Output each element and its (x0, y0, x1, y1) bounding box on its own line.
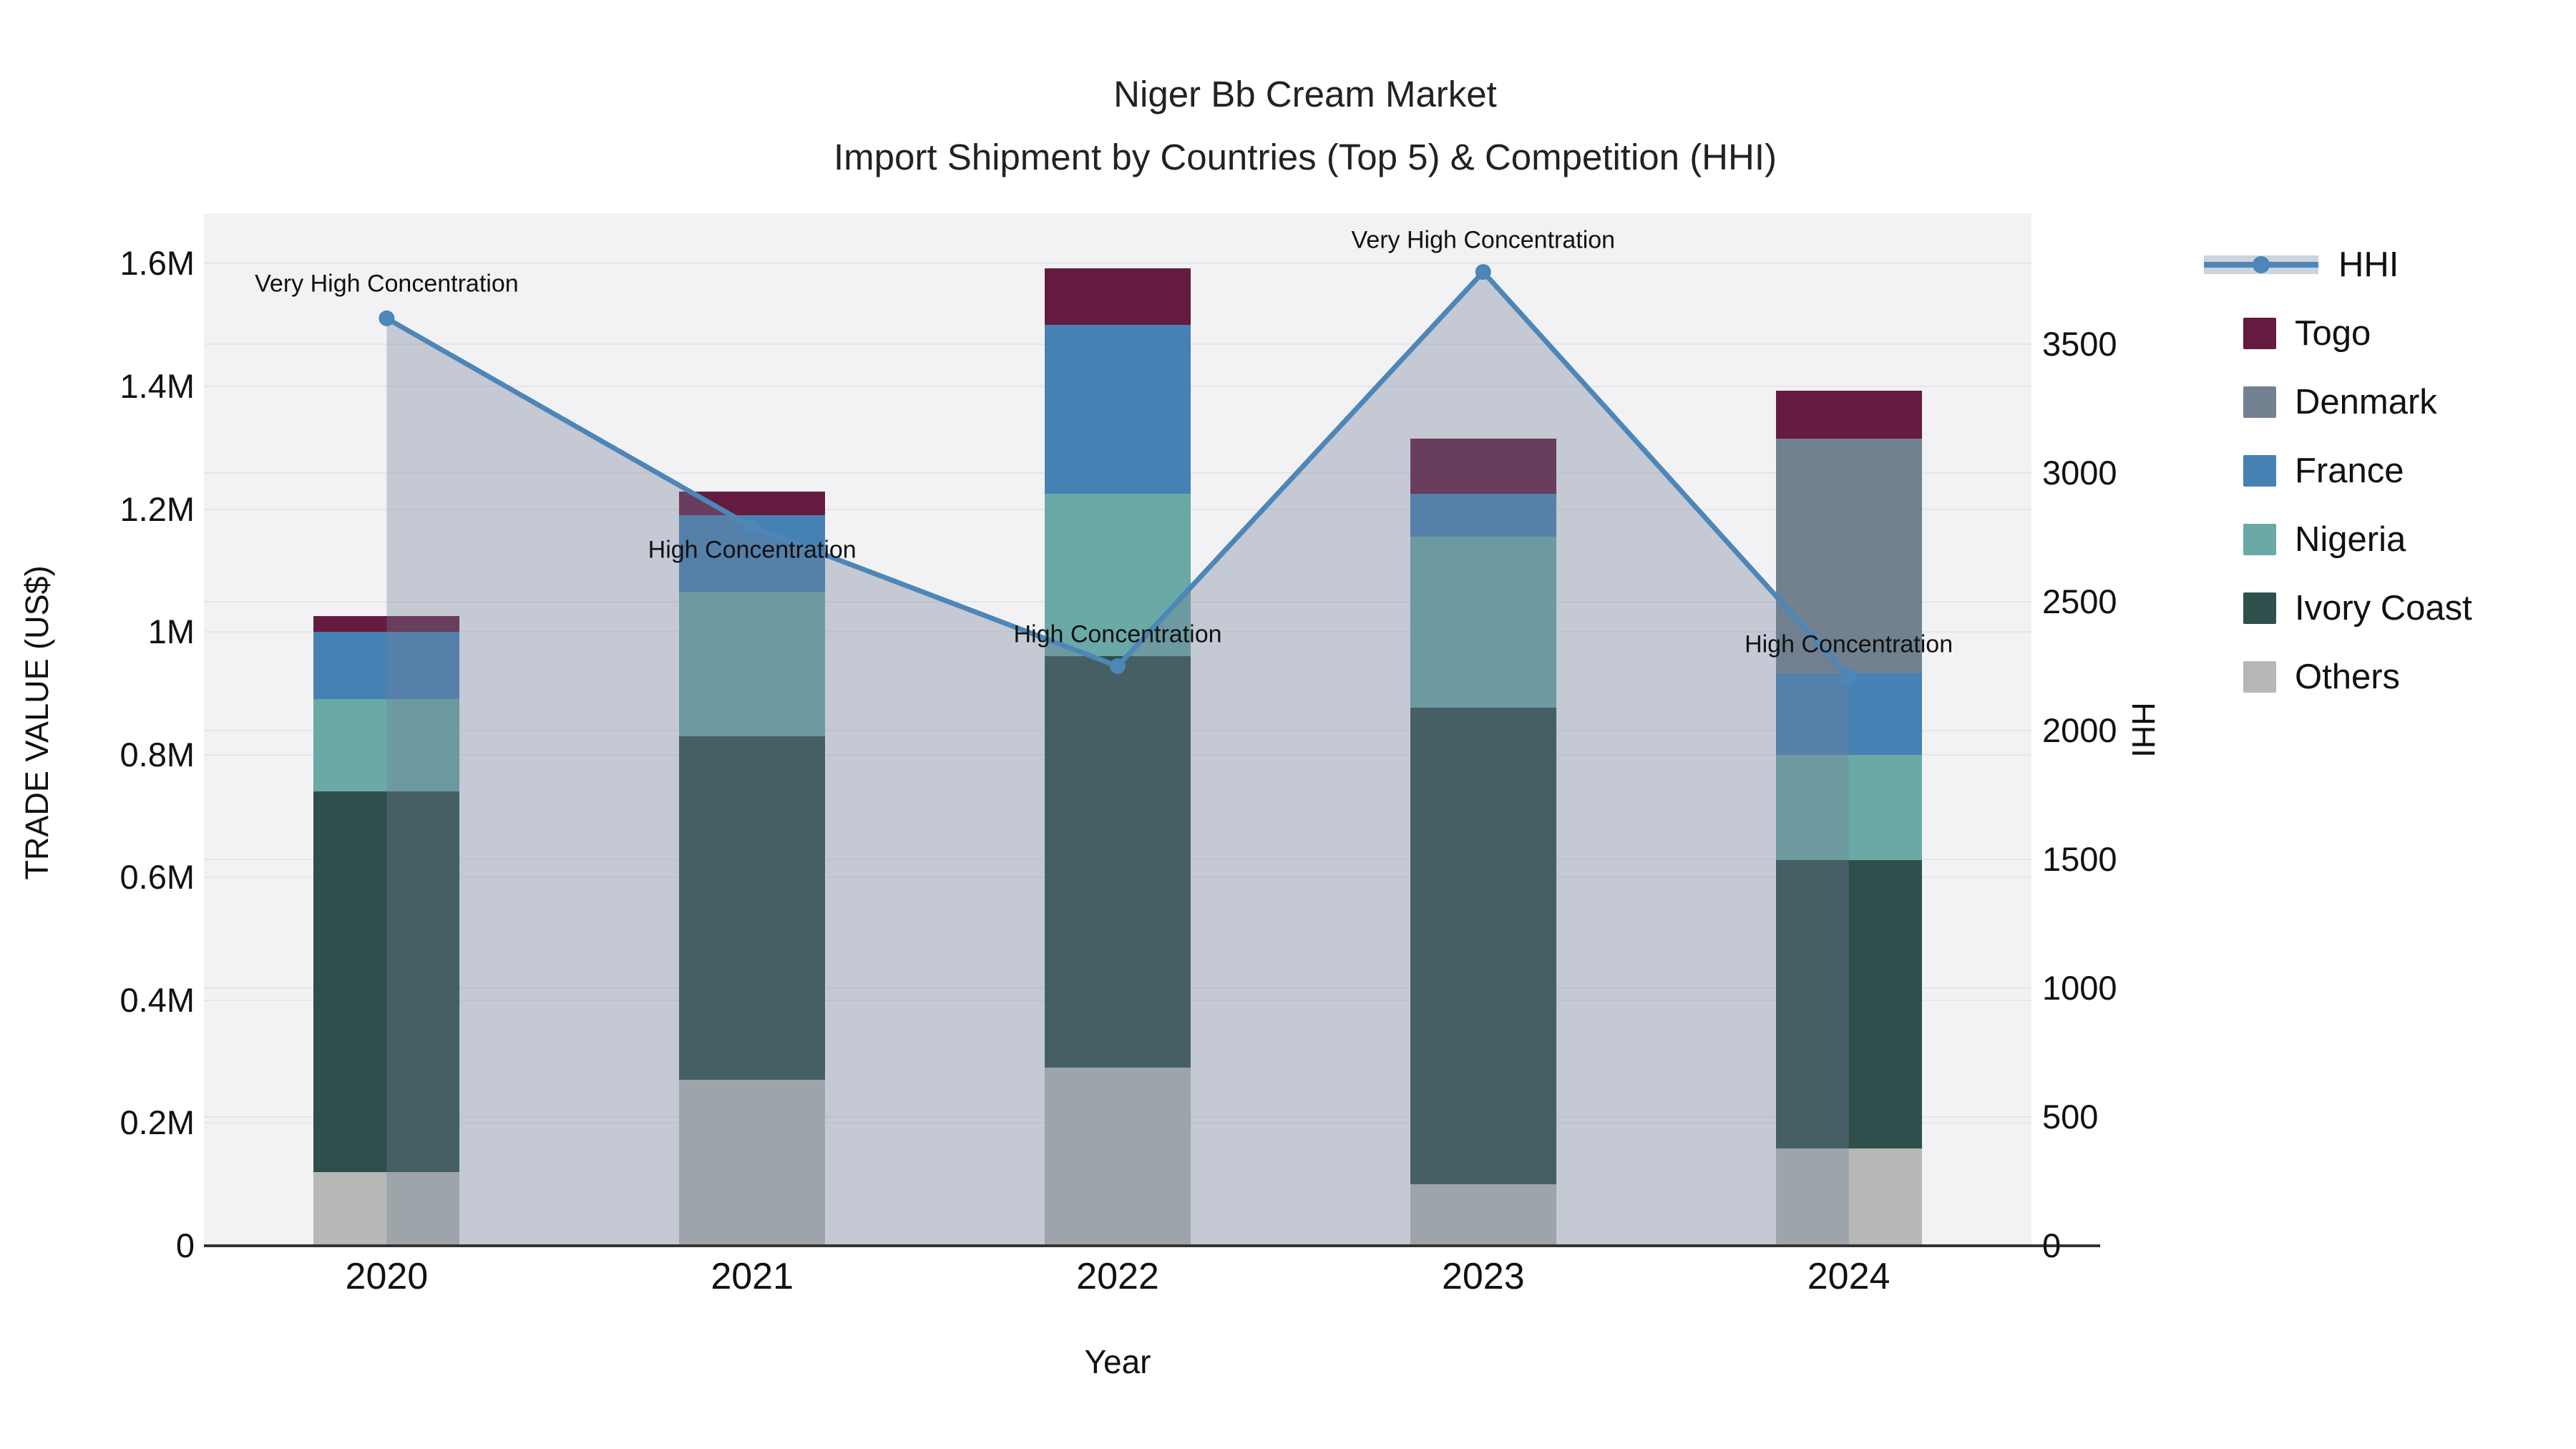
legend-swatch-togo-icon (2243, 318, 2276, 349)
legend-label: Ivory Coast (2295, 589, 2472, 628)
bar-segment-others-2022[interactable] (1045, 1068, 1191, 1246)
legend-item-nigeria[interactable]: Nigeria (2204, 505, 2406, 574)
bar-segment-togo-2021[interactable] (679, 492, 826, 516)
hhi-marker-2021[interactable] (744, 519, 761, 535)
chart-title-line1: Niger Bb Cream Market (1113, 74, 1497, 114)
hhi-legend-sample-icon (2204, 255, 2318, 274)
gridline (204, 263, 2031, 265)
annotation-2022: High Concentration (1013, 620, 1222, 648)
bar-segment-togo-2023[interactable] (1410, 438, 1556, 494)
bar-segment-denmark-2024[interactable] (1775, 438, 1922, 674)
legend-label: Others (2295, 658, 2401, 696)
legend-label: HHI (2338, 245, 2399, 284)
bar-segment-france-2022[interactable] (1045, 325, 1191, 494)
annotation-2021: High Concentration (648, 536, 857, 564)
right-tick-label-1500: 1500 (2042, 839, 2117, 878)
right-tick-label-1000: 1000 (2042, 968, 2117, 1007)
bar-segment-nigeria-2023[interactable] (1410, 537, 1556, 708)
right-tick-label-0: 0 (2042, 1226, 2062, 1264)
bar-segment-togo-2022[interactable] (1045, 268, 1191, 326)
x-tick-label-2024: 2024 (1807, 1256, 1890, 1297)
legend-swatch-denmark-icon (2243, 386, 2276, 418)
legend-label: Nigeria (2295, 520, 2406, 559)
legend-item-others[interactable]: Others (2204, 643, 2400, 711)
bar-segment-france-2024[interactable] (1775, 673, 1922, 755)
right-tick-label-500: 500 (2042, 1097, 2099, 1136)
left-tick-label-1.4M: 1.4M (119, 366, 195, 405)
legend-swatch-france-icon (2243, 455, 2276, 487)
x-tick-label-2023: 2023 (1441, 1256, 1525, 1297)
left-tick-label-0.2M: 0.2M (119, 1103, 195, 1142)
right-axis-ticks: 0 500 1000 1500 2000 2500 3000 3500 (2042, 213, 2257, 1263)
legend-label: Denmark (2295, 383, 2437, 421)
left-tick-label-0.6M: 0.6M (119, 858, 195, 897)
left-tick-label-0.8M: 0.8M (119, 735, 195, 774)
bar-segment-others-2020[interactable] (313, 1172, 460, 1246)
bar-segment-nigeria-2022[interactable] (1045, 494, 1191, 657)
left-tick-label-1.2M: 1.2M (119, 489, 195, 528)
left-tick-label-0.4M: 0.4M (119, 980, 195, 1019)
x-tick-label-2021: 2021 (711, 1256, 794, 1297)
left-tick-label-1.6M: 1.6M (119, 244, 195, 283)
legend-item-togo[interactable]: Togo (2204, 299, 2371, 368)
legend-item-france[interactable]: France (2204, 436, 2404, 505)
bar-segment-ivory_coast-2022[interactable] (1045, 656, 1191, 1068)
hhi-marker-2023[interactable] (1475, 264, 1491, 280)
bar-segment-nigeria-2024[interactable] (1775, 754, 1922, 861)
left-axis-ticks: 0 0.2M 0.4M 0.6M 0.8M 1M 1.2M 1.4M 1.6M (0, 213, 195, 1264)
legend-item-ivory-coast[interactable]: Ivory Coast (2204, 574, 2472, 643)
legend-swatch-nigeria-icon (2243, 524, 2276, 555)
bar-segment-ivory_coast-2021[interactable] (679, 736, 826, 1080)
right-tick-label-3000: 3000 (2042, 453, 2117, 492)
chart-title-line2: Import Shipment by Countries (Top 5) & C… (834, 137, 1777, 177)
bar-segment-others-2024[interactable] (1775, 1148, 1922, 1246)
x-tick-label-2022: 2022 (1076, 1256, 1159, 1297)
legend-label: France (2295, 452, 2404, 490)
bar-segment-nigeria-2020[interactable] (313, 699, 460, 792)
bar-segment-france-2020[interactable] (313, 632, 460, 700)
left-axis-title: TRADE VALUE (US$) (19, 565, 55, 880)
annotation-2020: Very High Concentration (255, 270, 519, 298)
x-axis-line (204, 1244, 2100, 1247)
left-tick-label-0: 0 (175, 1226, 195, 1264)
bar-segment-togo-2024[interactable] (1775, 390, 1922, 439)
bar-segment-france-2023[interactable] (1410, 494, 1556, 537)
bar-segment-others-2021[interactable] (679, 1080, 826, 1246)
legend-swatch-others-icon (2243, 661, 2276, 693)
right-tick-label-3500: 3500 (2042, 324, 2117, 363)
legend-label: Togo (2295, 314, 2371, 353)
right-tick-label-2500: 2500 (2042, 582, 2117, 620)
right-axis-title: HHI (2125, 702, 2162, 758)
annotation-2023: Very High Concentration (1351, 226, 1616, 254)
legend-item-denmark[interactable]: Denmark (2204, 368, 2437, 436)
bar-segment-togo-2020[interactable] (313, 615, 460, 633)
bar-segment-ivory_coast-2023[interactable] (1410, 707, 1556, 1185)
legend-item-hhi[interactable]: HHI (2204, 230, 2399, 299)
annotation-2024: High Concentration (1745, 630, 1953, 658)
bar-segment-nigeria-2021[interactable] (679, 592, 826, 736)
x-tick-label-2020: 2020 (345, 1256, 429, 1297)
bar-segment-ivory_coast-2024[interactable] (1775, 860, 1922, 1149)
hhi-marker-2024[interactable] (1840, 668, 1857, 685)
right-tick-label-2000: 2000 (2042, 711, 2117, 749)
hhi-marker-2020[interactable] (379, 310, 395, 326)
hhi-marker-2022[interactable] (1110, 658, 1126, 674)
bar-segment-others-2023[interactable] (1410, 1184, 1556, 1246)
legend-swatch-ivory_coast-icon (2243, 592, 2276, 624)
x-axis-title: Year (1084, 1343, 1151, 1380)
bar-segment-ivory_coast-2020[interactable] (313, 791, 460, 1173)
left-tick-label-1M: 1M (147, 613, 195, 651)
